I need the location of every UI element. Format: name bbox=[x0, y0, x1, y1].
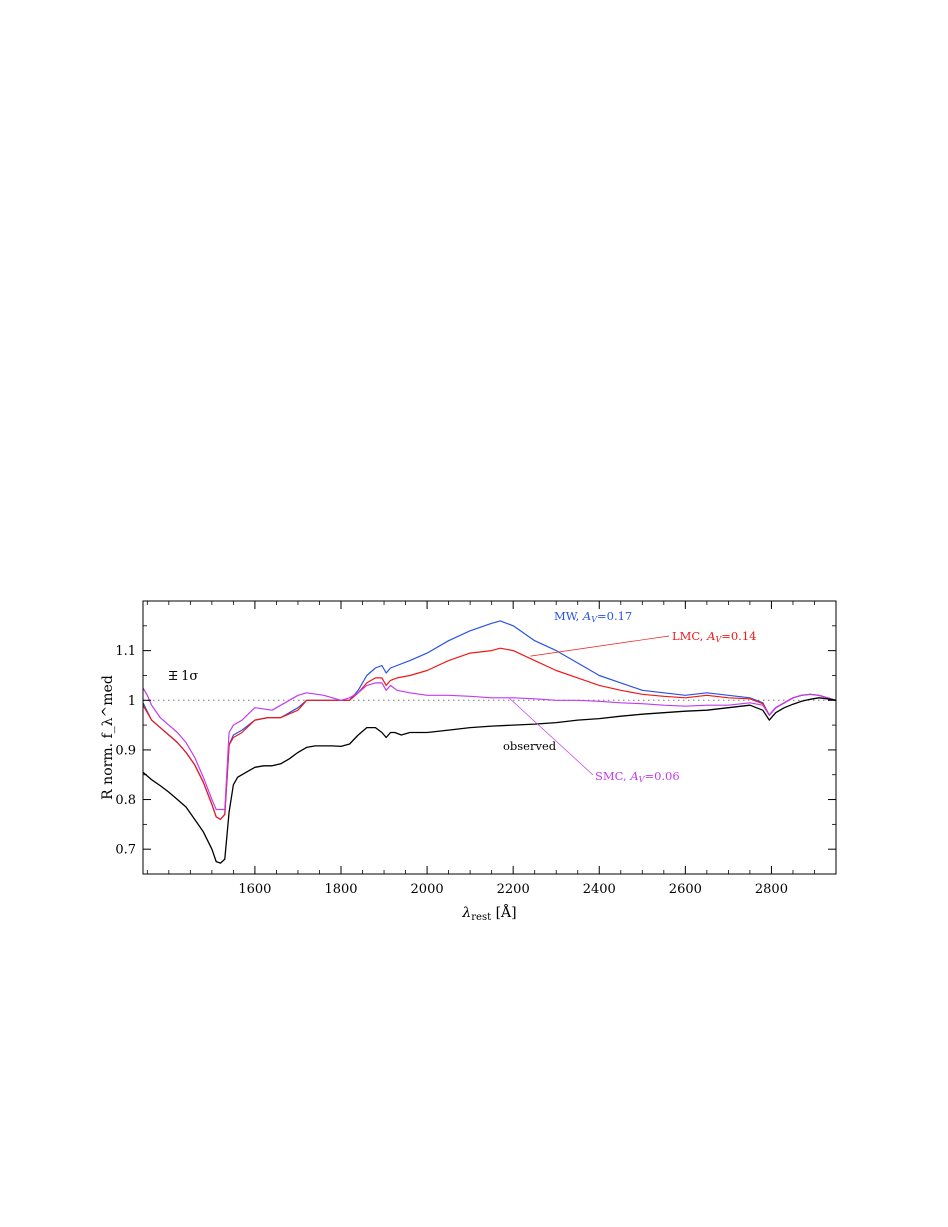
x-tick-label: 2400 bbox=[583, 882, 616, 897]
series-label-mw: MW, AV=0.17 bbox=[554, 609, 632, 624]
y-tick-label: 0.7 bbox=[115, 843, 136, 858]
y-tick-label: 0.9 bbox=[115, 743, 136, 758]
y-tick-label: 1.1 bbox=[115, 644, 136, 659]
series-line-observed bbox=[142, 697, 837, 864]
x-tick-label: 2000 bbox=[411, 882, 444, 897]
error-bar-label: 1σ bbox=[181, 669, 198, 684]
leader-line-smc bbox=[508, 697, 594, 776]
y-tick-label: 0.8 bbox=[115, 793, 136, 808]
error-bar: 1σ bbox=[169, 669, 198, 684]
x-tick-label: 2600 bbox=[669, 882, 702, 897]
x-axis-label: λrest [Å] bbox=[461, 903, 516, 923]
y-axis-label: R norm. f_λ^med bbox=[100, 675, 116, 800]
x-tick-label: 1800 bbox=[324, 882, 357, 897]
series-line-smc bbox=[142, 682, 837, 811]
series-line-lmc bbox=[142, 647, 837, 821]
series-label-smc: SMC, AV=0.06 bbox=[595, 769, 680, 784]
plot-frame bbox=[142, 600, 837, 875]
plot-area: 1600 1800 2000 2200 2400 2600 2800 0.7 0.8 0.9 1 1.… bbox=[115, 600, 837, 897]
x-tick-label: 2200 bbox=[497, 882, 530, 897]
y-tick-label: 1 bbox=[128, 694, 136, 709]
series-label-lmc: LMC, AV=0.14 bbox=[672, 629, 756, 644]
ticks-group: 1600 1800 2000 2200 2400 2600 2800 0.7 0.8 0.9 1 1.… bbox=[115, 600, 837, 897]
series-label-observed: observed bbox=[503, 739, 557, 753]
x-tick-label: 1600 bbox=[238, 882, 271, 897]
leader-line-lmc bbox=[530, 635, 670, 657]
series-group bbox=[142, 620, 837, 864]
series-labels: MW, AV=0.17 LMC, AV=0.14 SMC, AV=0.06 obser… bbox=[503, 609, 756, 784]
x-tick-label: 2800 bbox=[755, 882, 788, 897]
